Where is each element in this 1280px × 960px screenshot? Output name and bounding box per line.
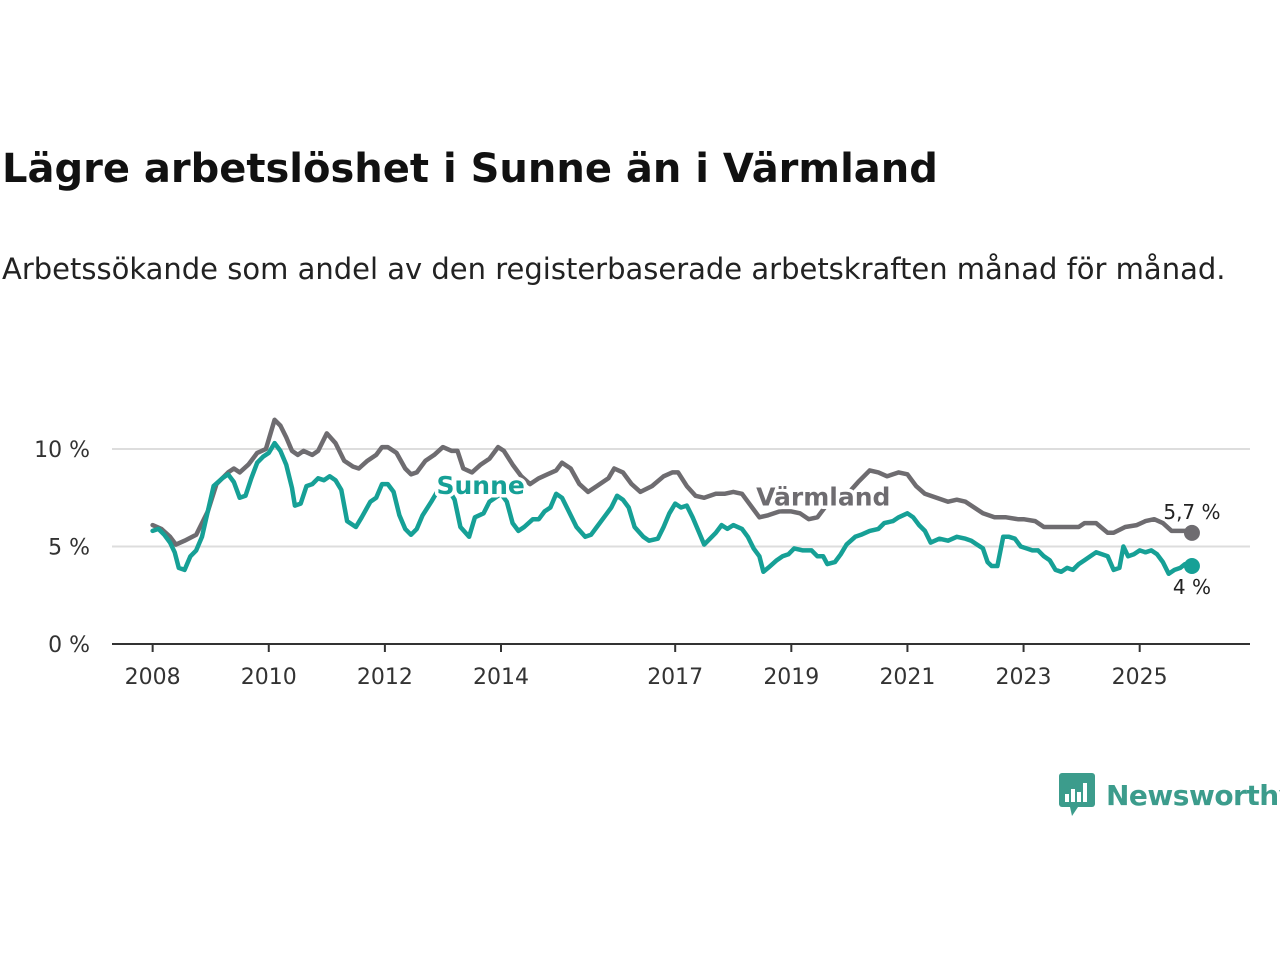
brand-name: Newsworthy [1106,778,1280,812]
chart-subtitle: Arbetssökande som andel av den registerb… [2,252,1226,286]
gridlines [112,448,1250,548]
series-line-varmland [150,417,1195,547]
end-label-sunne: 4 % [1173,575,1211,599]
x-tick-label: 2012 [357,665,413,690]
series-lines [150,417,1200,577]
y-tick-label: 0 % [48,633,90,658]
series-line-sunne [150,440,1195,577]
end-point-varmland [1183,524,1200,541]
x-tick-label: 2008 [125,665,181,690]
newsworthy-logo-icon [1059,773,1095,816]
series-label-halo-sunne: Sunne [437,471,525,500]
y-tick-label: 10 % [34,438,90,463]
x-tick-label: 2025 [1112,665,1168,690]
chart-title: Lägre arbetslöshet i Sunne än i Värmland [2,146,938,192]
end-point-sunne [1183,558,1200,574]
line-chart: 0 % 5 % 10 % 2008 2010 2012 2014 2017 2019 2021 20… [34,417,1250,690]
axes: 0 % 5 % 10 % 2008 2010 2012 2014 2017 2019 2021 20… [34,438,1250,690]
series-label-varmland: Värmland [756,483,890,512]
brand-logo: Newsworthy [1058,772,1280,818]
x-tick-label: 2014 [473,665,529,690]
x-tick-label: 2023 [996,665,1052,690]
x-tick-label: 2021 [879,665,935,690]
x-tick-label: 2019 [763,665,819,690]
x-tick-label: 2010 [241,665,297,690]
end-label-varmland: 5,7 % [1163,500,1220,524]
series-label-sunne: Sunne [437,471,525,500]
y-tick-label: 5 % [48,536,90,561]
x-tick-label: 2017 [647,665,703,690]
series-label-halo-varmland: Värmland [756,483,890,512]
